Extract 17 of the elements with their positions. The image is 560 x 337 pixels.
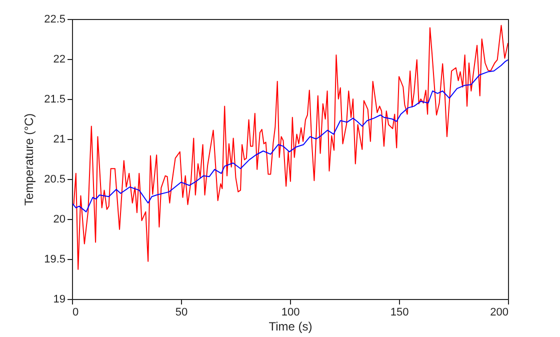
y-tick-label: 22 — [53, 54, 66, 66]
x-tick-label: 100 — [281, 306, 300, 318]
y-tick-label: 21 — [53, 134, 66, 146]
x-tick-label: 50 — [175, 306, 188, 318]
x-tick-label: 0 — [72, 306, 79, 318]
y-tick-label: 21.5 — [44, 94, 66, 106]
x-axis-title: Time (s) — [268, 320, 312, 334]
y-tick-label: 22.5 — [44, 14, 66, 26]
x-tick-label: 200 — [490, 306, 508, 318]
y-axis-title: Temperature (°C) — [22, 113, 36, 206]
y-tick-label: 19 — [53, 294, 66, 306]
x-tick-label: 150 — [390, 306, 409, 318]
y-tick-label: 20.5 — [44, 174, 66, 186]
y-tick-label: 19.5 — [44, 254, 66, 266]
line-series — [72, 59, 508, 212]
line-series — [73, 24, 508, 270]
y-tick-label: 20 — [53, 214, 66, 226]
